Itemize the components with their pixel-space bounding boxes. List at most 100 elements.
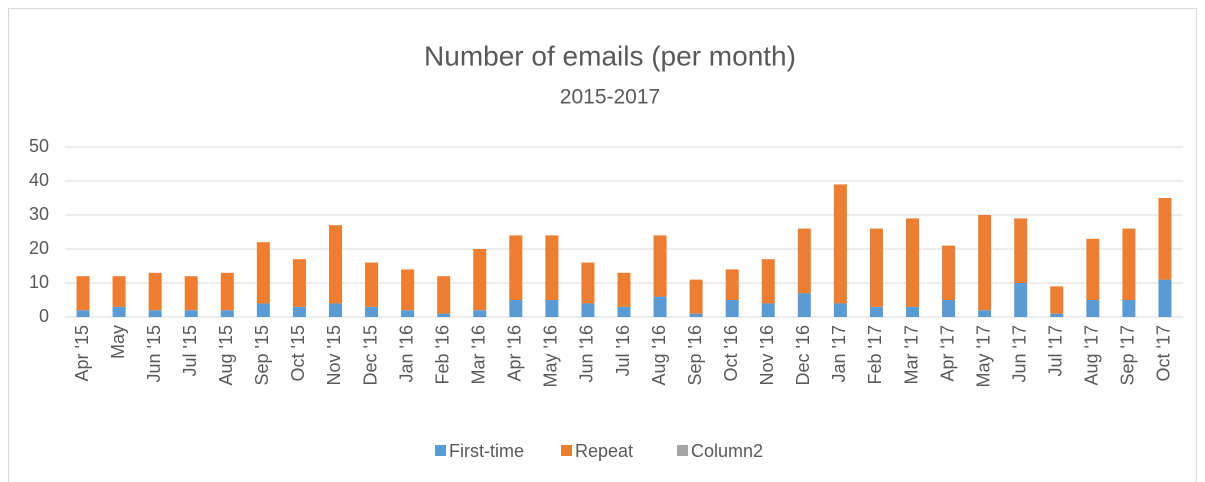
bar-segment: [689, 279, 703, 314]
bar-segment: [761, 259, 775, 304]
x-tick-label: Dec '15: [360, 325, 380, 385]
bar-segment: [365, 262, 379, 307]
bar-segment: [725, 269, 739, 300]
bar-segment: [942, 245, 956, 300]
x-tick-label: Apr '15: [72, 325, 92, 381]
y-tick-label: 20: [29, 238, 49, 258]
bar-segment: [906, 218, 920, 307]
x-tick-label: Sep '15: [252, 325, 272, 386]
x-tick-label: Oct '16: [721, 325, 741, 381]
x-tick-label: Jun '17: [1009, 325, 1029, 382]
bar-segment: [184, 310, 198, 317]
legend-swatch: [435, 445, 446, 456]
x-tick-label: Jun '16: [577, 325, 597, 382]
bar-segment: [401, 269, 415, 311]
bar-segment: [617, 306, 631, 317]
bar-segment: [112, 276, 126, 307]
x-tick-label: Sep '16: [685, 325, 705, 386]
bar-segment: [1014, 218, 1028, 283]
bar-segment: [437, 276, 451, 314]
x-tick-label: Jun '15: [144, 325, 164, 382]
x-tick-label: May '16: [541, 325, 561, 387]
bar-segment: [256, 242, 270, 304]
legend-label: Column2: [691, 441, 763, 461]
x-tick-label: May: [108, 325, 128, 359]
x-tick-label: Jul '17: [1046, 325, 1066, 376]
bar-segment: [328, 303, 342, 317]
bar-segment: [1158, 279, 1172, 317]
bar-segment: [1122, 300, 1136, 317]
bar-segment: [473, 310, 487, 317]
x-tick-label: Feb '16: [432, 325, 452, 384]
x-tick-label: Jan '17: [829, 325, 849, 382]
x-tick-label: Jul '16: [613, 325, 633, 376]
bar-segment: [401, 310, 415, 317]
x-tick-label: Aug '15: [216, 325, 236, 386]
x-tick-label: Aug '17: [1082, 325, 1102, 386]
x-tick-label: Feb '17: [865, 325, 885, 384]
bar-segment: [184, 276, 198, 311]
bar-segment: [581, 262, 595, 304]
bar-segment: [76, 310, 90, 317]
bar-segment: [617, 272, 631, 307]
bar-segment: [761, 303, 775, 317]
bar-segment: [220, 272, 234, 311]
chart-border: [8, 8, 1197, 482]
bar-segment: [1158, 198, 1172, 280]
bar-segment: [1050, 286, 1064, 314]
x-tick-label: Dec '16: [793, 325, 813, 385]
bar-segment: [292, 306, 306, 317]
bar-segment: [869, 306, 883, 317]
x-tick-label: Mar '16: [468, 325, 488, 384]
x-tick-label: Jan '16: [396, 325, 416, 382]
bar-segment: [581, 303, 595, 317]
bar-segment: [1086, 238, 1100, 300]
bar-segment: [256, 303, 270, 317]
bar-segment: [978, 310, 992, 317]
bar-segment: [148, 310, 162, 317]
bar-segment: [833, 303, 847, 317]
legend-label: Repeat: [575, 441, 633, 461]
bar-segment: [220, 310, 234, 317]
y-tick-label: 50: [29, 136, 49, 156]
bar-segment: [1050, 313, 1064, 317]
y-tick-label: 0: [39, 306, 49, 326]
bar-segment: [328, 225, 342, 304]
bar-segment: [653, 296, 667, 317]
x-tick-label: Nov '16: [757, 325, 777, 385]
bar-segment: [978, 215, 992, 311]
bar-segment: [509, 235, 523, 300]
legend-swatch: [677, 445, 688, 456]
x-tick-label: Nov '15: [324, 325, 344, 385]
bar-segment: [869, 228, 883, 307]
bar-segment: [148, 272, 162, 311]
legend-swatch: [561, 445, 572, 456]
x-tick-label: Apr '16: [505, 325, 525, 381]
x-tick-label: Mar '17: [901, 325, 921, 384]
bar-segment: [942, 300, 956, 317]
x-tick-label: Oct '17: [1154, 325, 1174, 381]
bar-segment: [292, 259, 306, 307]
bar-segment: [545, 300, 559, 317]
y-tick-label: 40: [29, 170, 49, 190]
bar-segment: [653, 235, 667, 297]
chart-title: Number of emails (per month): [424, 40, 796, 71]
x-tick-label: Apr '17: [937, 325, 957, 381]
bar-segment: [1086, 300, 1100, 317]
bar-segment: [833, 184, 847, 304]
bar-segment: [473, 249, 487, 311]
x-tick-label: May '17: [973, 325, 993, 387]
bar-segment: [725, 300, 739, 317]
x-tick-label: Aug '16: [649, 325, 669, 386]
x-tick-label: Sep '17: [1118, 325, 1138, 386]
bar-segment: [112, 306, 126, 317]
legend-label: First-time: [449, 441, 524, 461]
bar-segment: [1122, 228, 1136, 300]
bar-segment: [797, 228, 811, 294]
bar-segment: [437, 313, 451, 317]
y-tick-label: 30: [29, 204, 49, 224]
bar-segment: [545, 235, 559, 300]
bar-segment: [76, 276, 90, 311]
bar-segment: [509, 300, 523, 317]
